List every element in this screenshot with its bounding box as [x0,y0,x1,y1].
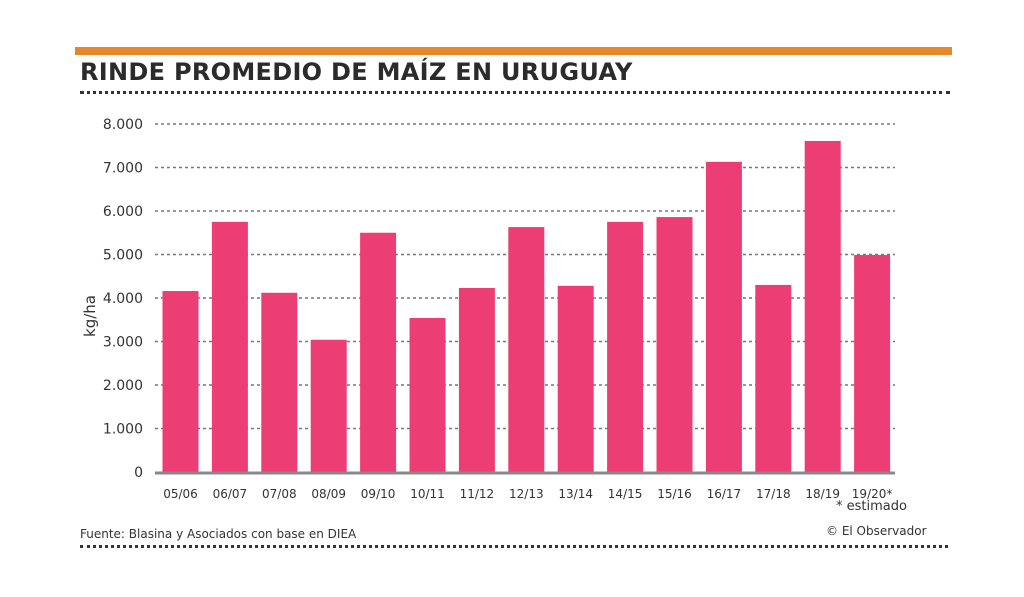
y-tick-label: 7.000 [103,161,143,177]
bar-16-17 [705,161,742,472]
x-tick-label: 14/15 [608,487,643,501]
y-tick-label: 8.000 [103,117,143,133]
x-tick-label: 13/14 [558,487,593,501]
x-tick-label: 17/18 [756,487,791,501]
footer-divider [80,545,948,548]
bar-08-09 [310,339,347,472]
y-tick-label: 2.000 [103,378,143,394]
x-tick-label: 06/07 [213,487,248,501]
bar-14-15 [607,221,644,472]
bar-11-12 [458,287,495,472]
bar-12-13 [508,227,545,472]
x-tick-label: 19/20* [852,487,893,501]
bar-15-16 [656,217,693,472]
bar-18-19 [804,140,841,472]
bar-09-10 [360,232,397,472]
x-tick-label: 07/08 [262,487,297,501]
y-tick-label: 0 [134,465,143,481]
x-tick-label: 15/16 [657,487,692,501]
x-tick-label: 18/19 [805,487,840,501]
y-tick-label: 5.000 [103,248,143,264]
y-tick-label: 6.000 [103,204,143,220]
header-accent-bar [75,47,952,55]
y-axis-label: kg/ha [81,295,99,337]
x-tick-label: 16/17 [707,487,742,501]
x-tick-label: 09/10 [361,487,396,501]
bar-06-07 [211,221,248,472]
x-tick-label: 05/06 [163,487,198,501]
x-tick-label: 11/12 [460,487,495,501]
title-divider [80,91,950,94]
chart-title: RINDE PROMEDIO DE MAÍZ EN URUGUAY [80,58,633,86]
y-tick-label: 3.000 [103,335,143,351]
y-tick-label: 4.000 [103,291,143,307]
y-tick-labels: 0 1.000 2.000 3.000 4.000 5.000 6.000 7.000 8.00… [103,117,143,481]
source-text: Fuente: Blasina y Asociados con base en … [80,527,357,541]
y-tick-label: 1.000 [103,422,143,438]
x-tick-label: 10/11 [410,487,445,501]
bar-17-18 [755,284,792,472]
credit-text: © El Observador [826,524,927,538]
bar-05-06 [162,291,199,472]
bar-19-20- [854,254,891,472]
x-tick-label: 12/13 [509,487,544,501]
bars [162,140,891,472]
bar-07-08 [261,292,298,472]
bar-13-14 [557,285,594,472]
x-tick-label: 08/09 [311,487,346,501]
estimate-note: * estimado [836,499,907,514]
x-tick-labels: 05/06 06/07 07/08 08/09 09/10 10/11 11/12 12/13… [163,487,892,501]
bar-10-11 [409,318,446,472]
